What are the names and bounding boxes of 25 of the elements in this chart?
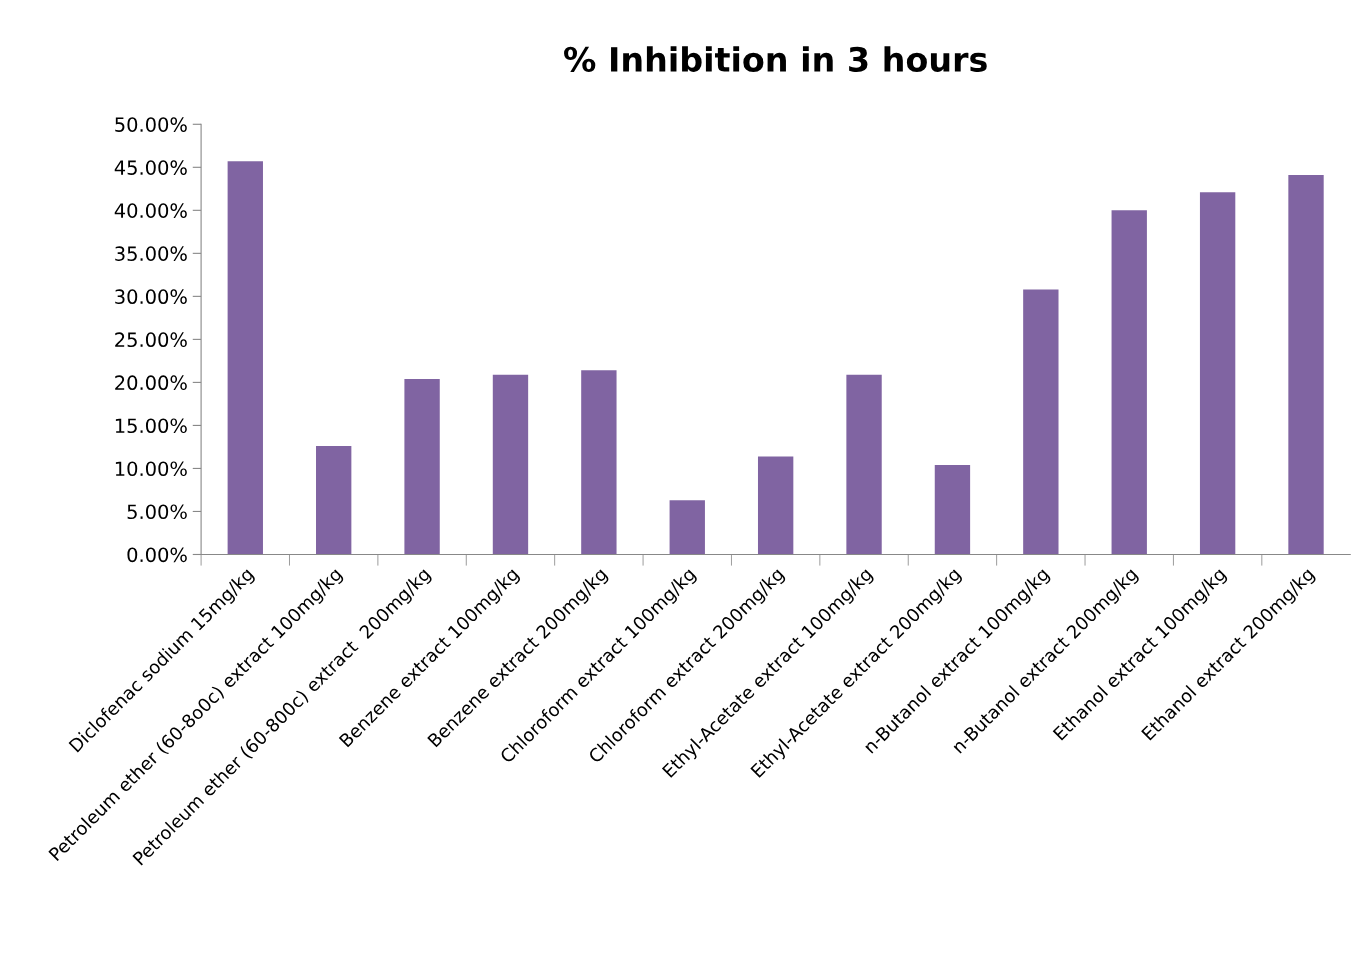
bar bbox=[492, 374, 529, 555]
bar bbox=[1199, 192, 1236, 555]
bar bbox=[669, 500, 705, 555]
y-tick-label: 30.00% bbox=[115, 289, 187, 305]
y-tick-label: 10.00% bbox=[115, 461, 187, 477]
bar bbox=[1111, 210, 1147, 555]
bar bbox=[316, 446, 352, 555]
bar bbox=[934, 465, 971, 555]
bar bbox=[227, 161, 263, 555]
y-tick-label: 0.00% bbox=[127, 547, 187, 563]
bar bbox=[1288, 175, 1324, 555]
y-tick-label: 50.00% bbox=[115, 117, 187, 132]
bar bbox=[757, 456, 794, 555]
y-tick-label: 40.00% bbox=[114, 203, 187, 218]
y-tick-label: 5.00% bbox=[127, 504, 187, 520]
bar bbox=[1023, 289, 1059, 555]
y-tick-label: 45.00% bbox=[114, 160, 187, 175]
chart-title: % Inhibition in 3 hours bbox=[564, 46, 987, 72]
y-tick-label: 25.00% bbox=[115, 332, 187, 348]
y-tick-label: 20.00% bbox=[115, 375, 187, 391]
bar bbox=[581, 370, 617, 555]
y-tick-label: 35.00% bbox=[115, 246, 187, 261]
y-tick-label: 15.00% bbox=[115, 418, 187, 434]
bar bbox=[846, 374, 882, 555]
bar bbox=[404, 378, 440, 555]
